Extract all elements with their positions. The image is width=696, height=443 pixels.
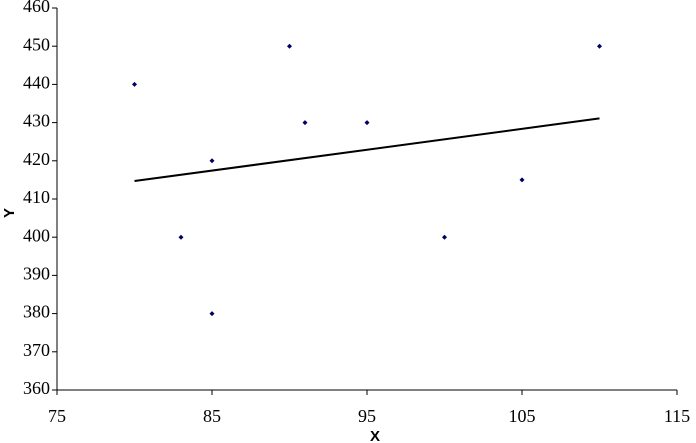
y-tick-label: 370 xyxy=(23,340,50,360)
x-tick-label: 75 xyxy=(48,406,66,426)
point xyxy=(132,81,137,87)
point xyxy=(364,120,370,126)
point xyxy=(209,158,215,164)
trend-line xyxy=(134,117,600,183)
y-tick-label: 460 xyxy=(23,0,50,16)
y-tick-label: 390 xyxy=(23,264,50,284)
point xyxy=(597,43,602,49)
point xyxy=(442,234,447,240)
x-tick-label: 95 xyxy=(358,406,376,426)
y-tick-label: 380 xyxy=(23,302,50,322)
point xyxy=(519,177,525,183)
y-tick-label: 450 xyxy=(23,34,50,54)
y-tick-label: 400 xyxy=(23,225,50,245)
y-tick-label: 430 xyxy=(23,111,50,131)
point xyxy=(302,120,308,126)
y-tick-label: 440 xyxy=(23,73,50,93)
y-axis-title: Y xyxy=(1,208,18,218)
x-tick-label: 105 xyxy=(509,406,536,426)
x-axis-title: X xyxy=(370,428,380,443)
x-tick-label: 115 xyxy=(664,406,690,426)
y-tick-label: 420 xyxy=(23,149,50,169)
y-tick-label: 360 xyxy=(23,378,50,398)
point xyxy=(209,311,215,317)
point xyxy=(287,43,292,49)
y-tick-label: 410 xyxy=(23,187,50,207)
x-tick-label: 85 xyxy=(203,406,221,426)
point xyxy=(178,234,184,240)
